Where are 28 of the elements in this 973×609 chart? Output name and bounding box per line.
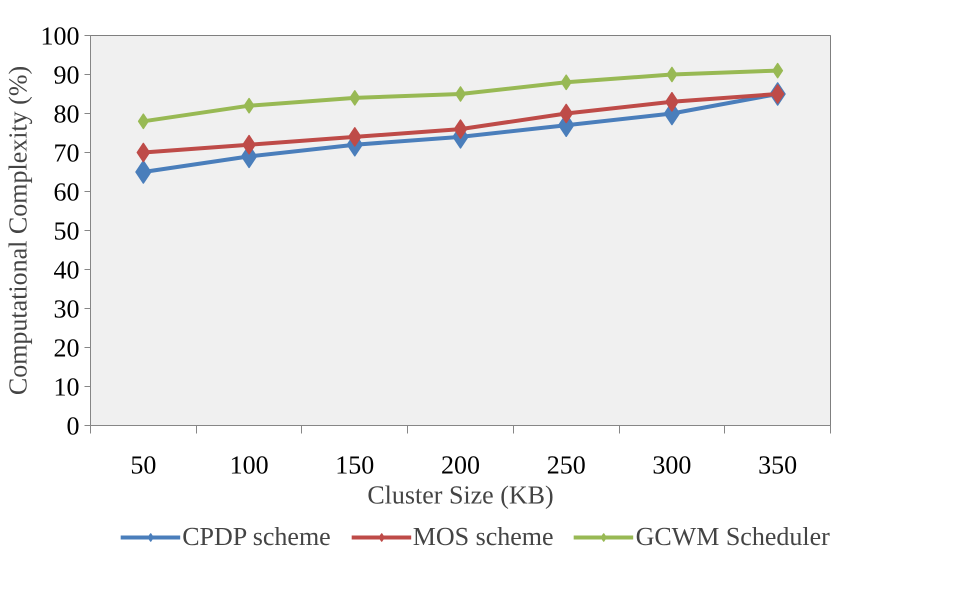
legend-label: GCWM Scheduler <box>636 522 830 552</box>
y-tick-label: 0 <box>66 412 80 440</box>
y-tick-label: 100 <box>40 22 80 50</box>
x-tick-label: 100 <box>230 450 269 480</box>
point <box>136 142 150 162</box>
x-tick-label: 200 <box>441 450 480 480</box>
x-tick-label: 50 <box>130 450 156 480</box>
x-axis-title: Cluster Size (KB) <box>367 480 554 510</box>
y-tick-label: 80 <box>54 100 80 128</box>
y-tick-label: 60 <box>54 178 80 206</box>
x-tick-label: 250 <box>546 450 586 480</box>
legend-label: CPDP scheme <box>182 522 331 552</box>
point <box>135 160 152 184</box>
legend-label: MOS scheme <box>412 522 554 552</box>
point <box>559 104 574 124</box>
y-tick-label: 10 <box>54 372 80 402</box>
point <box>666 66 678 82</box>
x-tick-label: 350 <box>758 450 798 480</box>
y-tick-label: 40 <box>54 256 80 284</box>
y-tick-label: 20 <box>54 334 80 362</box>
x-tick-label: 300 <box>652 450 692 480</box>
x-tick-label: 150 <box>335 450 374 480</box>
y-tick-label: 30 <box>54 294 80 324</box>
y-tick-label: 90 <box>54 60 80 90</box>
point <box>348 126 362 147</box>
y-axis-title: Computational Complexity (%) <box>4 66 32 396</box>
y-tick-label: 70 <box>54 138 80 168</box>
y-tick-label: 50 <box>54 216 80 246</box>
